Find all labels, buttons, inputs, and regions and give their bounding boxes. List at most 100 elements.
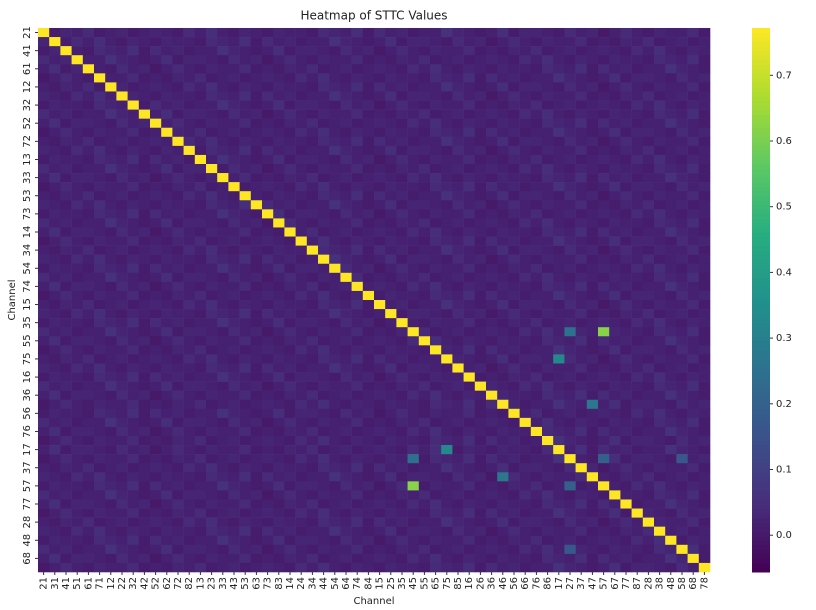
heatmap-cell: [452, 227, 464, 237]
heatmap-cell: [340, 109, 352, 119]
heatmap-cell: [542, 463, 554, 473]
heatmap-cell: [172, 254, 184, 265]
heatmap-cell: [295, 408, 308, 419]
heatmap-cell: [564, 145, 576, 156]
heatmap-cell: [262, 381, 274, 391]
heatmap-cell: [217, 417, 229, 428]
heatmap-cell: [262, 463, 274, 473]
heatmap-cell: [250, 553, 263, 564]
heatmap-cell: [642, 136, 655, 147]
heatmap-cell: [407, 381, 420, 391]
heatmap-cell: [553, 472, 565, 482]
heatmap-cell: [598, 245, 610, 255]
heatmap-cell: [654, 245, 666, 255]
heatmap-cell: [497, 417, 509, 428]
heatmap-cell: [407, 37, 420, 47]
heatmap-cell: [262, 100, 274, 110]
heatmap-cell: [105, 182, 117, 192]
heatmap-cell: [295, 218, 308, 228]
heatmap-cell: [519, 218, 532, 228]
heatmap-cell: [194, 399, 207, 410]
heatmap-cell: [295, 526, 308, 537]
heatmap-cell: [351, 399, 364, 410]
heatmap-cell: [609, 354, 621, 364]
heatmap-cell: [698, 127, 711, 138]
heatmap-cell: [553, 481, 565, 491]
heatmap-cell: [542, 472, 554, 482]
heatmap-cell: [150, 309, 162, 319]
colorbar-gradient: [752, 32, 770, 38]
heatmap-cell: [116, 164, 128, 174]
heatmap-cell: [698, 173, 711, 183]
heatmap-cell: [631, 109, 644, 119]
heatmap-cell: [94, 445, 106, 455]
heatmap-cell: [362, 154, 375, 165]
heatmap-cell: [329, 218, 341, 228]
heatmap-cell: [441, 381, 453, 391]
heatmap-cell: [82, 508, 95, 518]
heatmap-cell: [508, 562, 520, 573]
heatmap-cell: [329, 73, 341, 83]
heatmap-cell: [620, 372, 632, 382]
heatmap-cell: [49, 544, 61, 555]
heatmap-cell: [150, 173, 162, 183]
heatmap-cell: [586, 191, 599, 201]
heatmap-cell: [687, 399, 700, 410]
heatmap-cell: [161, 390, 173, 401]
heatmap-cell: [530, 363, 543, 373]
heatmap-cell: [430, 91, 442, 101]
heatmap-cell: [262, 218, 274, 228]
heatmap-cell: [486, 553, 498, 564]
heatmap-cell: [631, 28, 644, 38]
heatmap-cell: [262, 454, 274, 464]
heatmap-cell: [38, 245, 50, 255]
heatmap-cell: [609, 526, 621, 537]
heatmap-cell: [665, 354, 677, 364]
heatmap-cell: [172, 336, 184, 346]
heatmap-cell: [172, 526, 184, 537]
heatmap-cell: [474, 445, 487, 455]
heatmap-cell: [94, 517, 106, 527]
heatmap-cell: [508, 164, 520, 174]
heatmap-cell: [273, 535, 285, 546]
heatmap-cell: [284, 118, 296, 129]
heatmap-cell: [306, 300, 319, 310]
heatmap-cell: [452, 535, 464, 546]
heatmap-cell: [94, 281, 106, 292]
heatmap-cell: [228, 309, 240, 319]
heatmap-cell: [698, 481, 711, 491]
heatmap-cell: [654, 37, 666, 47]
heatmap-cell: [609, 281, 621, 292]
heatmap-cell: [105, 508, 117, 518]
heatmap-cell: [127, 354, 140, 364]
heatmap-cell: [284, 436, 296, 446]
heatmap-cell: [430, 336, 442, 346]
heatmap-cell: [127, 490, 140, 500]
heatmap-cell: [318, 481, 330, 491]
heatmap-cell: [340, 408, 352, 419]
heatmap-cell: [654, 508, 666, 518]
heatmap-cell: [564, 64, 576, 74]
heatmap-cell: [385, 173, 397, 183]
heatmap-cell: [553, 263, 565, 274]
heatmap-cell: [508, 118, 520, 129]
heatmap-cell: [474, 408, 487, 419]
heatmap-cell: [150, 245, 162, 255]
heatmap-cell: [183, 46, 196, 56]
heatmap-cell: [161, 109, 173, 119]
heatmap-cell: [698, 154, 711, 165]
heatmap-cell: [598, 300, 610, 310]
heatmap-cell: [94, 100, 106, 110]
heatmap-cell: [609, 82, 621, 92]
heatmap-cell: [150, 354, 162, 364]
heatmap-cell: [497, 82, 509, 92]
heatmap-cell: [609, 55, 621, 65]
heatmap-cell: [71, 245, 84, 255]
heatmap-cell: [340, 64, 352, 74]
heatmap-cell: [586, 209, 599, 219]
heatmap-cell: [94, 173, 106, 183]
heatmap-cell: [687, 463, 700, 473]
heatmap-cell: [329, 318, 341, 328]
heatmap-cell: [38, 82, 50, 92]
heatmap-cell: [71, 463, 84, 473]
